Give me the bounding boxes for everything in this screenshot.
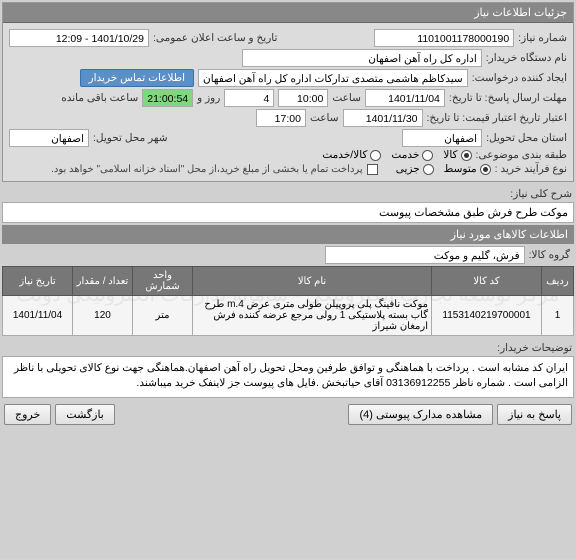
validity-time: 17:00: [256, 109, 306, 127]
cell-date: 1401/11/04: [3, 296, 73, 336]
col-code: کد کالا: [432, 267, 542, 296]
deadline-label: مهلت ارسال پاسخ: تا تاریخ:: [449, 92, 567, 104]
time-label-2: ساعت: [310, 112, 339, 124]
announce-label: تاریخ و ساعت اعلان عمومی:: [153, 32, 277, 44]
col-unit: واحد شمارش: [133, 267, 193, 296]
days-value: 4: [224, 89, 274, 107]
cell-qty: 120: [73, 296, 133, 336]
attachments-button[interactable]: مشاهده مدارک پیوستی (4): [348, 404, 493, 425]
need-no-value: 1101001178000190: [374, 29, 514, 47]
col-qty: تعداد / مقدار: [73, 267, 133, 296]
radio-goods-label: کالا: [443, 149, 457, 161]
main-panel: جزئیات اطلاعات نیاز شماره نیاز: 11010011…: [2, 2, 574, 182]
validity-date: 1401/11/30: [343, 109, 423, 127]
creator-label: ایجاد کننده درخواست:: [472, 72, 567, 84]
radio-medium-label: متوسط: [444, 163, 477, 175]
col-date: تاریخ نیاز: [3, 267, 73, 296]
col-name: نام کالا: [193, 267, 432, 296]
subject-label: طبقه بندی موضوعی:: [476, 149, 567, 161]
req-loc-value: اصفهان: [402, 129, 482, 147]
cell-row: 1: [542, 296, 574, 336]
need-desc-value: موکت طرح فرش طبق مشخصات پیوست: [2, 202, 574, 223]
radio-dot-icon: [422, 150, 433, 161]
days-label: روز و: [197, 92, 220, 104]
group-value: فرش، گلیم و موکت: [325, 246, 525, 264]
button-bar: پاسخ به نیاز مشاهده مدارک پیوستی (4) باز…: [0, 400, 576, 429]
buyer-label: نام دستگاه خریدار:: [486, 52, 567, 64]
req-loc-label: استان محل تحویل:: [486, 132, 567, 144]
creator-value: سیدکاظم هاشمی متصدی تدارکات اداره کل راه…: [198, 69, 468, 87]
cell-unit: متر: [133, 296, 193, 336]
goods-section-title: اطلاعات کالاهای مورد نیاز: [2, 225, 574, 244]
treasury-note: پرداخت تمام یا بخشی از مبلغ خرید،از محل …: [51, 164, 363, 175]
validity-label: اعتبار تاریخ اعتبار قیمت: تا تاریخ:: [427, 112, 567, 124]
process-radio-group: متوسط جزیی: [396, 163, 491, 175]
cell-name: موکت نافینگ پلی پروپیلن طولی متری عرض m.…: [193, 296, 432, 336]
radio-dot-icon: [370, 150, 381, 161]
need-no-label: شماره نیاز:: [518, 32, 567, 44]
group-label: گروه کالا:: [529, 249, 570, 261]
cell-code: 1153140219700001: [432, 296, 542, 336]
time-label-1: ساعت: [332, 92, 361, 104]
deadline-date: 1401/11/04: [365, 89, 445, 107]
treasury-checkbox[interactable]: [367, 164, 378, 175]
buyer-value: اداره کل راه آهن اصفهان: [242, 49, 482, 67]
radio-goods[interactable]: کالا: [443, 149, 471, 161]
back-button[interactable]: بازگشت: [55, 404, 115, 425]
deadline-time: 10:00: [278, 89, 328, 107]
radio-dot-icon: [423, 164, 434, 175]
panel-body: شماره نیاز: 1101001178000190 تاریخ و ساع…: [3, 23, 573, 181]
buyer-notes-label: توضیحات خریدار:: [497, 338, 572, 354]
radio-dot-icon: [461, 150, 472, 161]
remain-label: ساعت باقی مانده: [61, 92, 138, 104]
radio-service-label: خدمت: [391, 149, 419, 161]
panel-title: جزئیات اطلاعات نیاز: [3, 3, 573, 23]
table-header-row: ردیف کد کالا نام کالا واحد شمارش تعداد /…: [3, 267, 574, 296]
radio-medium[interactable]: متوسط: [444, 163, 491, 175]
radio-small[interactable]: جزیی: [396, 163, 434, 175]
goods-table: ردیف کد کالا نام کالا واحد شمارش تعداد /…: [2, 266, 574, 336]
process-label: نوع فرآیند خرید :: [495, 163, 567, 175]
col-row: ردیف: [542, 267, 574, 296]
city-loc-label: شهر محل تحویل:: [93, 132, 168, 144]
radio-goods-service-label: کالا/خدمت: [322, 149, 367, 161]
radio-goods-service[interactable]: کالا/خدمت: [322, 149, 381, 161]
radio-small-label: جزیی: [396, 163, 420, 175]
subject-radio-group: کالا خدمت کالا/خدمت: [322, 149, 471, 161]
table-row[interactable]: 1 1153140219700001 موکت نافینگ پلی پروپی…: [3, 296, 574, 336]
buyer-notes-value: ایران کد مشابه است . پرداخت با هماهنگی و…: [2, 356, 574, 398]
exit-button[interactable]: خروج: [4, 404, 51, 425]
radio-service[interactable]: خدمت: [391, 149, 433, 161]
contact-buyer-button[interactable]: اطلاعات تماس خریدار: [80, 69, 194, 87]
city-loc-value: اصفهان: [9, 129, 89, 147]
need-desc-label: شرح کلی نیاز:: [510, 184, 572, 200]
remain-time: 21:00:54: [142, 89, 193, 107]
reply-button[interactable]: پاسخ به نیاز: [497, 404, 572, 425]
radio-dot-icon: [480, 164, 491, 175]
announce-value: 1401/10/29 - 12:09: [9, 29, 149, 47]
